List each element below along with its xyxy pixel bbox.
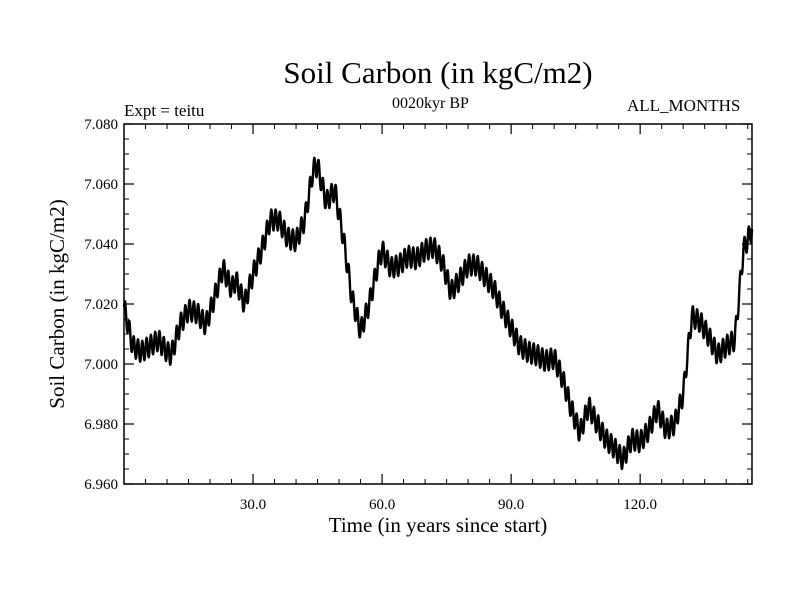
y-tick-label: 7.060 [84, 177, 118, 193]
y-tick-label: 7.080 [84, 117, 118, 133]
y-tick-label: 7.000 [84, 357, 118, 373]
y-tick-label: 6.960 [84, 477, 118, 493]
x-tick-label: 30.0 [240, 497, 266, 513]
period-label: 0020kyr BP [392, 95, 469, 112]
months-label: ALL_MONTHS [627, 96, 741, 115]
y-tick-label: 7.020 [84, 297, 118, 313]
x-tick-label: 60.0 [369, 497, 395, 513]
y-tick-label: 7.040 [84, 237, 118, 253]
experiment-label: Expt = teitu [124, 101, 205, 120]
soil-carbon-series-line [122, 156, 754, 471]
y-axis-label: Soil Carbon (in kgC/m2) [45, 199, 69, 408]
plot-frame [123, 123, 753, 485]
y-tick-label: 6.980 [84, 417, 118, 433]
x-tick-label: 90.0 [498, 497, 524, 513]
x-axis-label: Time (in years since start) [329, 513, 548, 537]
chart-title: Soil Carbon (in kgC/m2) [283, 55, 593, 90]
x-tick-label: 120.0 [623, 497, 657, 513]
